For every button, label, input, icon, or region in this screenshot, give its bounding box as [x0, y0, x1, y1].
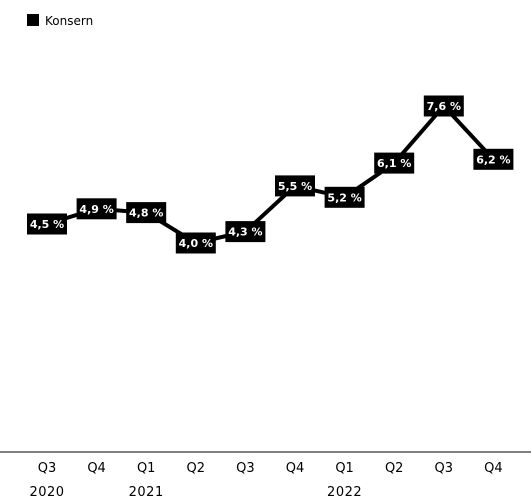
- data-point: 4,9 %: [76, 198, 117, 220]
- series-konsern: [46, 104, 495, 245]
- data-labels: 4,5 % 4,9 % 4,8 % 4,0 % 4,3 % 5,5 % 5,2 % 6,1 %…: [27, 95, 514, 254]
- data-point: 6,1 %: [374, 152, 415, 174]
- x-year-labels: 2020 2021 2022: [29, 485, 362, 500]
- data-label-box: [374, 152, 415, 174]
- data-label: 6,2 %: [476, 153, 510, 166]
- data-label-box: [76, 198, 117, 220]
- data-label-box: [423, 95, 464, 117]
- x-year-label: 2021: [129, 485, 164, 500]
- data-label-box: [473, 148, 514, 170]
- data-label-box: [27, 213, 67, 235]
- data-point: 4,3 %: [225, 221, 266, 243]
- x-tick-label: Q3: [236, 461, 255, 476]
- data-point: 7,6 %: [423, 95, 464, 117]
- data-label: 4,3 %: [228, 226, 262, 239]
- x-tick-label: Q2: [187, 461, 206, 476]
- x-tick-label: Q1: [335, 461, 354, 476]
- x-year-label: 2020: [29, 485, 64, 500]
- data-label: 6,1 %: [377, 157, 411, 170]
- data-point: 4,0 %: [175, 232, 216, 254]
- data-point: 4,8 %: [126, 202, 167, 224]
- data-label: 5,5 %: [278, 180, 312, 193]
- x-tick-label: Q3: [38, 461, 57, 476]
- data-label-box: [225, 221, 266, 243]
- data-point: 5,2 %: [324, 186, 365, 208]
- data-label: 4,9 %: [79, 203, 113, 216]
- x-tick-labels: Q3 Q4 Q1 Q2 Q3 Q4 Q1 Q2 Q3 Q4: [38, 461, 503, 476]
- x-tick-label: Q1: [137, 461, 156, 476]
- data-label: 4,0 %: [179, 237, 213, 250]
- data-label: 4,5 %: [30, 218, 64, 231]
- legend-label: Konsern: [45, 14, 93, 28]
- data-label: 5,2 %: [327, 191, 361, 204]
- data-label-box: [324, 186, 365, 208]
- data-label-box: [275, 175, 315, 197]
- x-tick-label: Q3: [435, 461, 454, 476]
- data-point: 5,5 %: [275, 175, 315, 197]
- x-year-label: 2022: [327, 485, 362, 500]
- x-tick-label: Q4: [87, 461, 106, 476]
- data-label: 4,8 %: [129, 207, 163, 220]
- data-label-box: [175, 232, 216, 254]
- x-tick-label: Q4: [484, 461, 503, 476]
- legend-swatch: [27, 14, 39, 26]
- x-tick-label: Q2: [385, 461, 404, 476]
- legend: Konsern: [27, 14, 93, 28]
- data-label: 7,6 %: [427, 100, 461, 113]
- data-point: 4,5 %: [27, 213, 67, 235]
- data-point: 6,2 %: [473, 148, 514, 170]
- series-line: [46, 104, 495, 245]
- x-tick-label: Q4: [286, 461, 305, 476]
- data-label-box: [126, 202, 167, 224]
